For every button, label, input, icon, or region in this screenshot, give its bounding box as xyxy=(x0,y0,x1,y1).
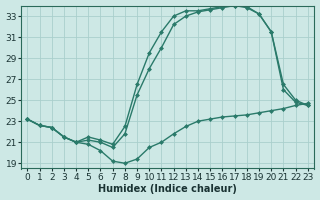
X-axis label: Humidex (Indice chaleur): Humidex (Indice chaleur) xyxy=(98,184,237,194)
